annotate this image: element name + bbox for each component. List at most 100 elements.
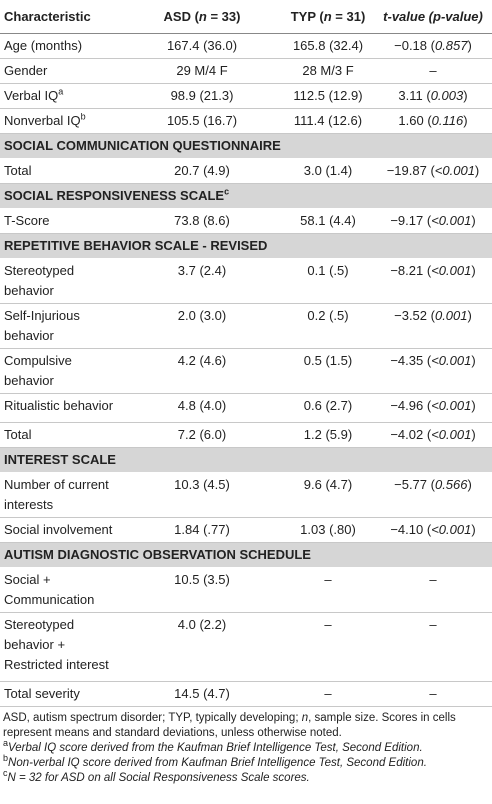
footnote: aVerbal IQ score derived from the Kaufma… — [3, 739, 489, 756]
value-cell: – — [374, 567, 492, 613]
table-row: Nonverbal IQb 105.5 (16.7) 111.4 (12.6) 1.6… — [0, 108, 492, 134]
italic-text: <0.001 — [431, 353, 472, 368]
label-cell: Ritualistic behavior — [0, 393, 122, 423]
text: SOCIAL RESPONSIVENESS SCALE — [4, 188, 225, 203]
text: – — [324, 572, 332, 587]
header-cell: ASD (n = 33) — [122, 0, 282, 34]
section-row: REPETITIVE BEHAVIOR SCALE - REVISED — [0, 233, 492, 259]
value-cell: 10.3 (4.5) — [122, 472, 282, 518]
value-cell: 105.5 (16.7) — [122, 108, 282, 134]
text: – — [429, 572, 437, 587]
text: 3.11 ( — [398, 88, 431, 103]
text: −4.10 ( — [390, 522, 432, 537]
section-row: SOCIAL COMMUNICATION QUESTIONNAIRE — [0, 133, 492, 159]
text: −19.87 ( — [386, 163, 435, 178]
label-cell: Gender — [0, 58, 122, 84]
text: 1.60 ( — [398, 113, 432, 128]
text: Self-Injurious behavior — [4, 308, 80, 343]
text: 28 M/3 F — [302, 63, 354, 78]
italic-text: <0.001 — [431, 522, 472, 537]
value-cell: – — [282, 567, 374, 613]
text: 98.9 (21.3) — [170, 88, 234, 103]
value-cell: 0.1 (.5) — [282, 258, 374, 304]
value-cell: – — [282, 681, 374, 707]
value-cell: −19.87 (<0.001) — [374, 158, 492, 184]
text: Total severity — [4, 686, 80, 701]
superscript: a — [58, 86, 64, 97]
value-cell: 1.84 (.77) — [122, 517, 282, 543]
text: REPETITIVE BEHAVIOR SCALE - REVISED — [4, 238, 268, 253]
text: 73.8 (8.6) — [174, 213, 230, 228]
value-cell: −5.77 (0.566) — [374, 472, 492, 518]
italic-text: n — [198, 9, 207, 24]
text: 1.03 (.80) — [300, 522, 356, 537]
text: 20.7 (4.9) — [174, 163, 230, 178]
text: TYP ( — [290, 9, 324, 24]
section-row: SOCIAL RESPONSIVENESS SCALEc — [0, 183, 492, 209]
value-cell: 73.8 (8.6) — [122, 208, 282, 234]
text: 58.1 (4.4) — [300, 213, 356, 228]
italic-text: <0.001 — [431, 427, 472, 442]
superscript: c — [3, 768, 8, 779]
text: Social involvement — [4, 522, 113, 537]
italic-text: 0.001 — [434, 308, 468, 323]
footnote: cN = 32 for ASD on all Social Responsive… — [3, 768, 489, 786]
table-row: T-Score 73.8 (8.6) 58.1 (4.4) −9.17 (<0.001… — [0, 208, 492, 234]
value-cell: 3.11 (0.003) — [374, 83, 492, 109]
value-cell: −0.18 (0.857) — [374, 33, 492, 59]
table-row: Age (months) 167.4 (36.0) 165.8 (32.4) −0.1… — [0, 33, 492, 59]
text: = 33) — [206, 9, 241, 24]
label-cell: Nonverbal IQb — [0, 108, 122, 134]
value-cell: 14.5 (4.7) — [122, 681, 282, 707]
text: = 31) — [331, 9, 366, 24]
text: 3.0 (1.4) — [303, 163, 353, 178]
table-row: Total 7.2 (6.0) 1.2 (5.9) −4.02 (<0.001) — [0, 422, 492, 448]
value-cell: 1.03 (.80) — [282, 517, 374, 543]
value-cell: 165.8 (32.4) — [282, 33, 374, 59]
text: 0.5 (1.5) — [303, 353, 353, 368]
text: 2.0 (3.0) — [177, 308, 227, 323]
italic-text: t-value (p-value) — [383, 9, 483, 24]
text: Verbal IQ — [4, 88, 59, 103]
table-row: Compulsive behavior 4.2 (4.6) 0.5 (1.5) −4.… — [0, 348, 492, 394]
section-row: AUTISM DIAGNOSTIC OBSERVATION SCHEDULE — [0, 542, 492, 568]
text: 4.2 (4.6) — [177, 353, 227, 368]
section-cell: REPETITIVE BEHAVIOR SCALE - REVISED — [0, 233, 492, 259]
text: ) — [471, 353, 476, 368]
text: Nonverbal IQ — [4, 113, 81, 128]
text: Number of current interests — [4, 477, 109, 512]
label-cell: Stereotyped behavior + Restricted intere… — [0, 612, 122, 682]
superscript: c — [224, 186, 230, 197]
value-cell: 111.4 (12.6) — [282, 108, 374, 134]
text: – — [429, 686, 437, 701]
value-cell: −3.52 (0.001) — [374, 303, 492, 349]
text: AUTISM DIAGNOSTIC OBSERVATION SCHEDULE — [4, 547, 311, 562]
table-row: Self-Injurious behavior 2.0 (3.0) 0.2 (.5)… — [0, 303, 492, 349]
italic-text: 0.566 — [434, 477, 468, 492]
value-cell: 2.0 (3.0) — [122, 303, 282, 349]
text: −9.17 ( — [390, 213, 432, 228]
table-row: Social + Communication 10.5 (3.5) – – — [0, 567, 492, 613]
text: SOCIAL COMMUNICATION QUESTIONNAIRE — [4, 138, 281, 153]
value-cell: 29 M/4 F — [122, 58, 282, 84]
italic-text: <0.001 — [431, 398, 472, 413]
label-cell: Social involvement — [0, 517, 122, 543]
italic-text: <0.001 — [431, 213, 472, 228]
value-cell: 58.1 (4.4) — [282, 208, 374, 234]
section-cell: AUTISM DIAGNOSTIC OBSERVATION SCHEDULE — [0, 542, 492, 568]
value-cell: 4.2 (4.6) — [122, 348, 282, 394]
text: 1.2 (5.9) — [303, 427, 353, 442]
italic-text: <0.001 — [434, 163, 475, 178]
table-row: Verbal IQa 98.9 (21.3) 112.5 (12.9) 3.11 (0… — [0, 83, 492, 109]
text: −4.35 ( — [390, 353, 432, 368]
text: Stereotyped behavior — [4, 263, 75, 298]
text: 111.4 (12.6) — [293, 113, 363, 128]
text: T-Score — [4, 213, 50, 228]
text: – — [429, 63, 437, 78]
label-cell: Self-Injurious behavior — [0, 303, 122, 349]
label-cell: Total — [0, 158, 122, 184]
italic-text: Non-verbal IQ score derived from Kaufman… — [8, 757, 427, 769]
value-cell: 10.5 (3.5) — [122, 567, 282, 613]
italic-text: Verbal IQ score derived from the Kaufman… — [8, 742, 423, 754]
